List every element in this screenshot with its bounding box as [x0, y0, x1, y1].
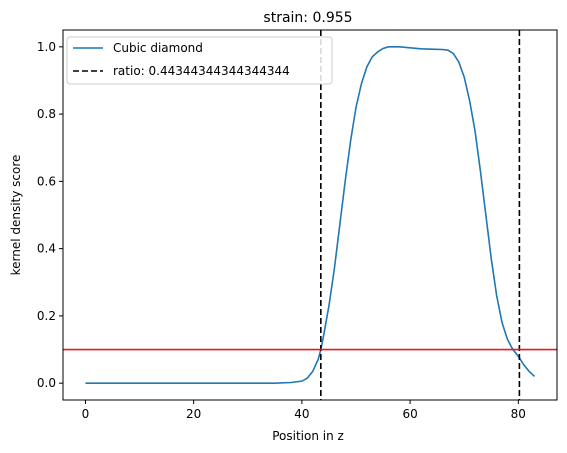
x-tick-label: 60	[402, 407, 417, 421]
y-tick-label: 0.4	[37, 242, 56, 256]
legend: Cubic diamond ratio: 0.44344344344344344	[66, 36, 333, 85]
x-tick-label: 80	[511, 407, 526, 421]
legend-label-cubic-diamond: Cubic diamond	[113, 41, 203, 55]
y-tick-label: 0.0	[37, 376, 56, 390]
y-tick-label: 0.2	[37, 309, 56, 323]
x-axis-ticks: 0 20 40 60 80	[82, 400, 526, 421]
legend-label-ratio: ratio: 0.44344344344344344	[113, 64, 290, 78]
x-tick-label: 20	[186, 407, 201, 421]
y-tick-label: 1.0	[37, 40, 56, 54]
y-tick-label: 0.6	[37, 174, 56, 188]
series-line-cubic-diamond	[85, 46, 536, 384]
y-axis-ticks: 0.0 0.2 0.4 0.6 0.8 1.0	[37, 40, 63, 390]
legend-box	[66, 36, 333, 85]
y-axis-label: kernel density score	[9, 155, 23, 276]
plot-area	[63, 30, 557, 400]
y-tick-label: 0.8	[37, 107, 56, 121]
x-axis-label: Position in z	[272, 429, 344, 443]
chart-title: strain: 0.955	[263, 10, 352, 26]
axes-frame	[62, 29, 558, 401]
x-tick-label: 40	[294, 407, 309, 421]
x-tick-label: 0	[82, 407, 90, 421]
